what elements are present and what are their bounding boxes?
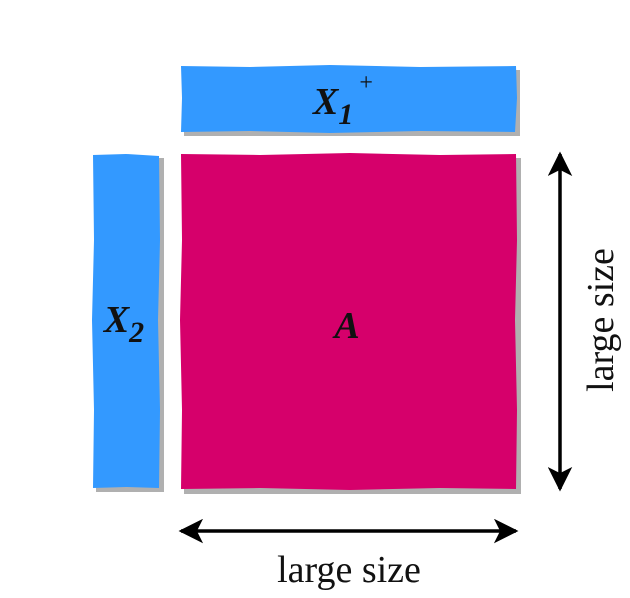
height-label: large size <box>580 248 622 392</box>
top-matrix-superscript: + <box>359 70 373 96</box>
top-matrix-block <box>181 65 517 133</box>
width-dimension: large size <box>178 518 519 591</box>
center-matrix-label: A <box>332 305 359 347</box>
center-matrix-a: A <box>180 153 521 494</box>
left-matrix-x2: X2 <box>92 154 164 492</box>
height-dimension: large size <box>547 151 622 492</box>
top-matrix-label: X1+ <box>312 70 373 131</box>
left-matrix-symbol: X <box>103 299 131 341</box>
top-matrix-symbol: X <box>312 81 340 123</box>
left-matrix-block <box>92 154 160 488</box>
center-matrix-block <box>180 153 517 490</box>
left-matrix-label: X2 <box>103 299 144 349</box>
left-matrix-subscript: 2 <box>128 316 144 349</box>
width-label: large size <box>277 549 421 591</box>
top-matrix-x1-pseudoinverse: X1+ <box>181 65 520 136</box>
top-matrix-subscript: 1 <box>338 98 353 131</box>
